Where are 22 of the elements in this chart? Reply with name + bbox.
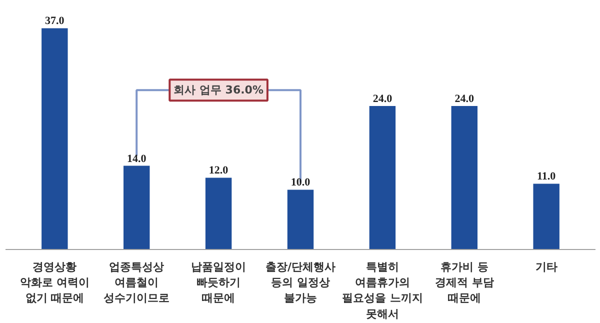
bar <box>42 28 68 250</box>
x-tick-label: 납품일정이 빠듯하기 때문에 <box>191 260 246 305</box>
bar <box>287 190 314 250</box>
data-label: 11.0 <box>537 170 556 183</box>
data-label: 14.0 <box>126 152 147 165</box>
x-tick-label: 출장/단체행사 등의 일정상 불가능 <box>265 260 336 305</box>
bar <box>451 106 478 250</box>
bar <box>124 166 150 250</box>
x-tick-label: 경영상황 악화로 여력이 없기 때문에 <box>20 260 90 305</box>
x-tick-label: 기타 <box>535 260 558 274</box>
x-tick-label: 특별히 여름휴가의 필요성을 느끼지 못해서 <box>342 260 423 320</box>
bar <box>205 178 232 250</box>
data-label: 24.0 <box>454 92 475 105</box>
data-label: 24.0 <box>372 92 393 105</box>
bar <box>533 184 560 250</box>
data-label: 12.0 <box>208 164 229 177</box>
data-label: 10.0 <box>290 176 311 189</box>
data-label: 37.0 <box>45 15 65 28</box>
annotation: 회사 업무 36.0% <box>174 84 264 97</box>
x-tick-label: 업종특성상 여름철이 성수기이므로 <box>104 260 170 305</box>
x-tick-label: 휴가비 등 경제적 부담 때문에 <box>434 260 494 305</box>
bar <box>369 106 396 250</box>
